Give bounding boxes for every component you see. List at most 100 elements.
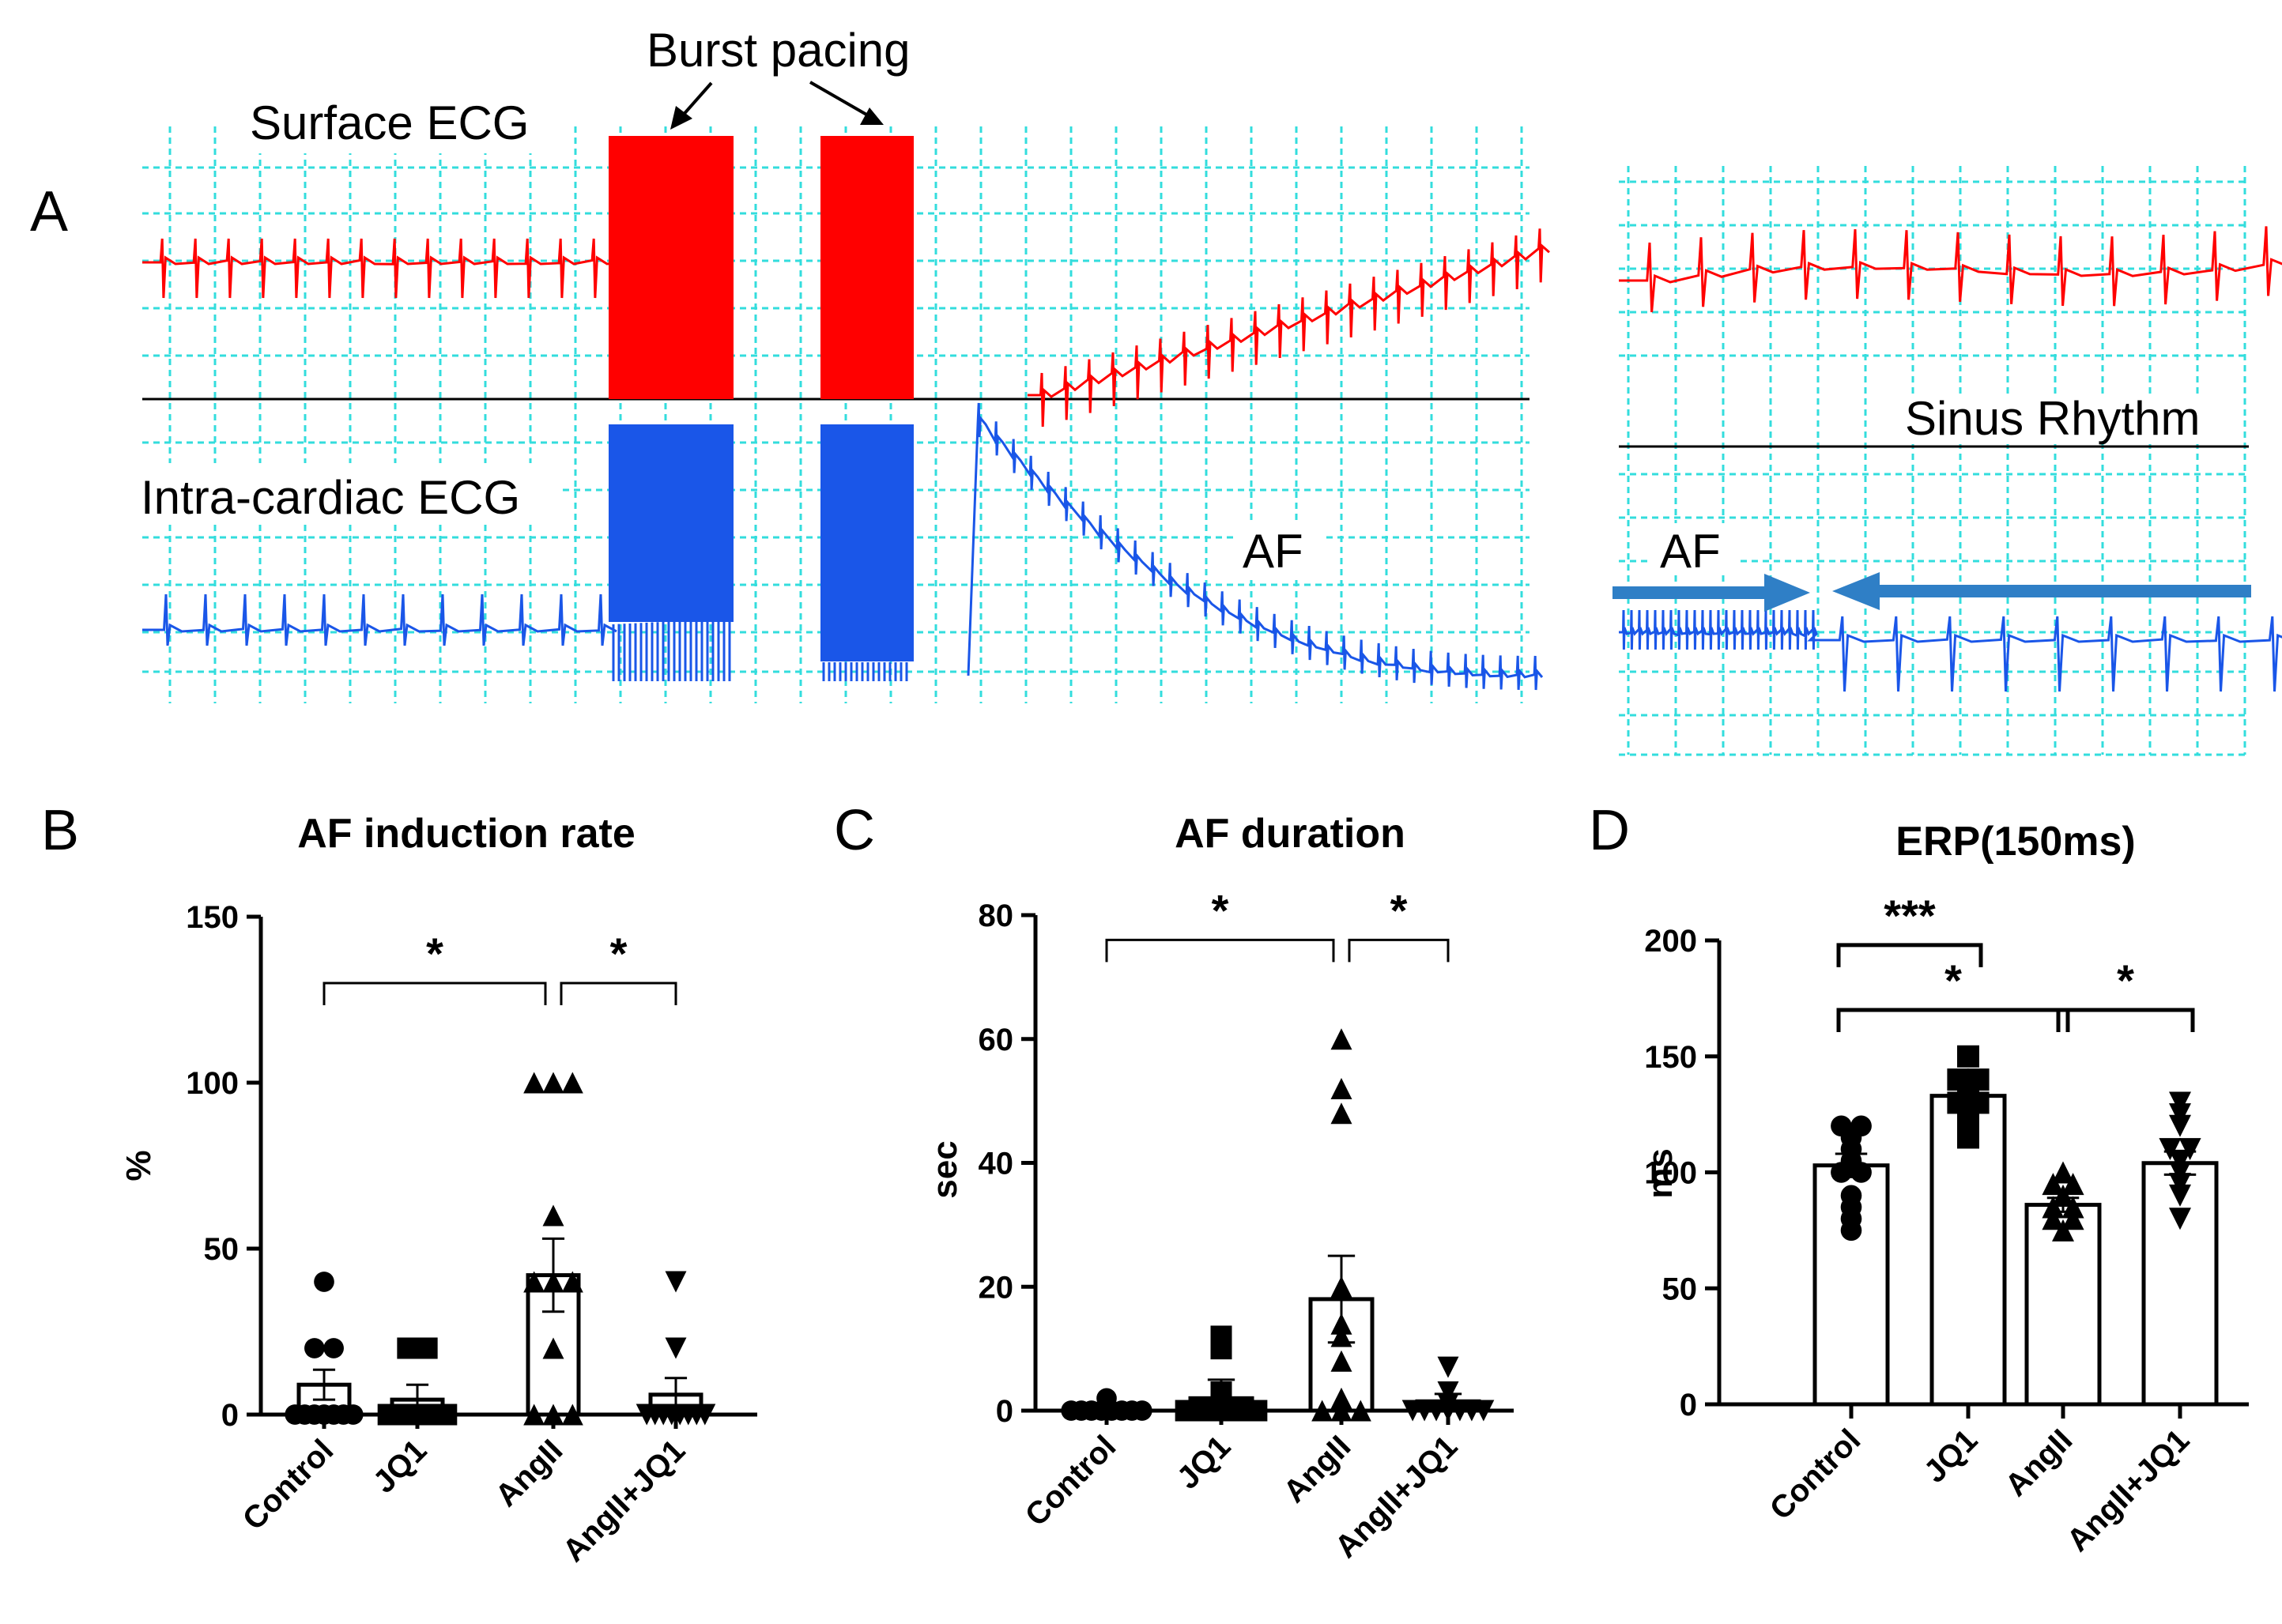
- data-point-triangle-down: [2169, 1208, 2191, 1230]
- data-point-circle: [1831, 1162, 1852, 1183]
- surface-ecg-label-bg: [237, 92, 569, 153]
- data-point-triangle: [2042, 1173, 2065, 1196]
- y-tick-label: 60: [979, 1023, 1014, 1057]
- significance-star: *: [1212, 885, 1229, 935]
- panel-a-ecg: A Burst pacing Surface ECG Intra-cardiac…: [30, 24, 2282, 756]
- y-tick-label: 100: [1644, 1156, 1697, 1191]
- data-point-triangle: [2052, 1161, 2074, 1184]
- y-tick-label: 20: [979, 1270, 1014, 1305]
- x-category-label: JQ1: [367, 1433, 434, 1500]
- x-category-label: AngII+JQ1: [2061, 1422, 2197, 1558]
- burst-arrow-right-shaft: [809, 81, 869, 117]
- data-point-triangle-down: [2169, 1091, 2191, 1114]
- intracardiac-ecg-label: Intra-cardiac ECG: [141, 471, 520, 524]
- surface-ecg-trace-af: [1027, 228, 1550, 428]
- data-point-triangle-down: [2169, 1114, 2191, 1137]
- sinus-arrow-icon: [1832, 572, 1880, 610]
- bar: [2024, 1203, 2102, 1407]
- data-point-triangle: [2042, 1196, 2065, 1219]
- x-category-label: Control: [236, 1433, 341, 1537]
- significance-star: ***: [1884, 891, 1936, 940]
- data-point-square: [397, 1337, 419, 1359]
- data-points: [1061, 1028, 1495, 1422]
- y-axis-label: sec: [926, 1140, 964, 1198]
- panel-d-letter: D: [1589, 799, 1630, 862]
- data-point-triangle: [1330, 1387, 1352, 1409]
- data-point-circle: [323, 1338, 344, 1358]
- surface-ecg-trace-sinus: [1618, 226, 2282, 313]
- sinus-rhythm-label-bg: [1897, 394, 2229, 444]
- y-tick-label: 150: [186, 900, 239, 935]
- bar-group: [1073, 1297, 1481, 1413]
- surface-ecg-label: Surface ECG: [250, 96, 529, 149]
- data-point-triangle-down: [1437, 1356, 1459, 1378]
- data-point-triangle: [523, 1271, 545, 1293]
- axes: [1717, 940, 2249, 1419]
- data-point-triangle-down: [2169, 1173, 2191, 1196]
- x-category-label: AngII: [1277, 1429, 1358, 1509]
- data-point-triangle-down: [2169, 1161, 2191, 1184]
- data-point-triangle: [561, 1271, 583, 1293]
- data-point-circle: [304, 1338, 325, 1358]
- af-label: AF: [1243, 525, 1303, 578]
- burst-arrow-left-shaft: [680, 81, 713, 119]
- y-tick-label: 50: [1662, 1272, 1698, 1306]
- y-tick-label: 100: [186, 1066, 239, 1101]
- data-point-triangle-down: [2169, 1103, 2191, 1126]
- chart-title: ERP(150ms): [1895, 819, 2135, 865]
- data-point-triangle: [523, 1072, 545, 1094]
- significance-star: *: [610, 929, 628, 978]
- significance-bracket: [1836, 1008, 2070, 1033]
- data-point-triangle: [1330, 1313, 1352, 1335]
- significance-star: *: [426, 929, 443, 978]
- af-arrow-label: AF: [1660, 525, 1721, 578]
- x-category-label: AngII: [489, 1433, 570, 1513]
- y-tick-label: 0: [221, 1398, 239, 1433]
- data-point-circle: [314, 1272, 334, 1292]
- burst-block-intracardiac-1: [609, 424, 734, 622]
- data-point-triangle: [2052, 1219, 2074, 1242]
- burst-arrow-right-icon: [860, 107, 884, 125]
- y-axis-ticks: 0 50 100 150: [186, 900, 261, 1433]
- axes: [258, 917, 757, 1429]
- significance-bracket: [1348, 938, 1450, 963]
- bar-group: [1812, 1094, 2219, 1407]
- intracardiac-ecg-trace-sinus: [1618, 609, 2282, 692]
- data-points: [1831, 1045, 2201, 1242]
- sinus-rhythm-label: Sinus Rhythm: [1905, 392, 2200, 445]
- burst-arrow-left-icon: [670, 106, 692, 130]
- af-arrow-icon: [1764, 574, 1810, 612]
- data-point-triangle: [2042, 1208, 2065, 1230]
- x-category-label: JQ1: [1918, 1422, 1985, 1490]
- burst-block-surface-2: [820, 136, 914, 399]
- x-category-label: AngII+JQ1: [556, 1433, 692, 1569]
- data-point-triangle-down: [2178, 1138, 2201, 1161]
- x-category-label: Control: [1019, 1429, 1123, 1533]
- data-point-triangle: [2052, 1184, 2074, 1207]
- y-axis-label: ms: [1641, 1148, 1680, 1199]
- significance-bracket: [560, 982, 677, 1005]
- data-point-triangle-down: [1437, 1381, 1459, 1403]
- significance-brackets: * *: [322, 929, 677, 1005]
- y-tick-label: 50: [204, 1232, 240, 1267]
- data-point-triangle-down: [665, 1337, 687, 1359]
- panel-c-letter: C: [834, 799, 875, 862]
- significance-brackets: * *: [1105, 885, 1450, 963]
- data-point-triangle: [542, 1271, 564, 1293]
- data-point-triangle: [1330, 1028, 1352, 1050]
- af-label-bg: [1235, 522, 1322, 577]
- error-bars: [312, 1237, 688, 1416]
- burst-block-intracardiac-2: [820, 424, 914, 661]
- data-point-triangle: [2061, 1208, 2084, 1230]
- x-category-label: Control: [1763, 1422, 1868, 1527]
- data-point-triangle-down: [2169, 1184, 2191, 1207]
- y-axis-ticks: 0 50 100 150 200: [1644, 924, 1719, 1422]
- data-point-square: [1957, 1126, 1979, 1149]
- burst-pacing-label: Burst pacing: [647, 24, 911, 77]
- significance-bracket: [1105, 938, 1335, 963]
- y-tick-label: 150: [1644, 1040, 1697, 1075]
